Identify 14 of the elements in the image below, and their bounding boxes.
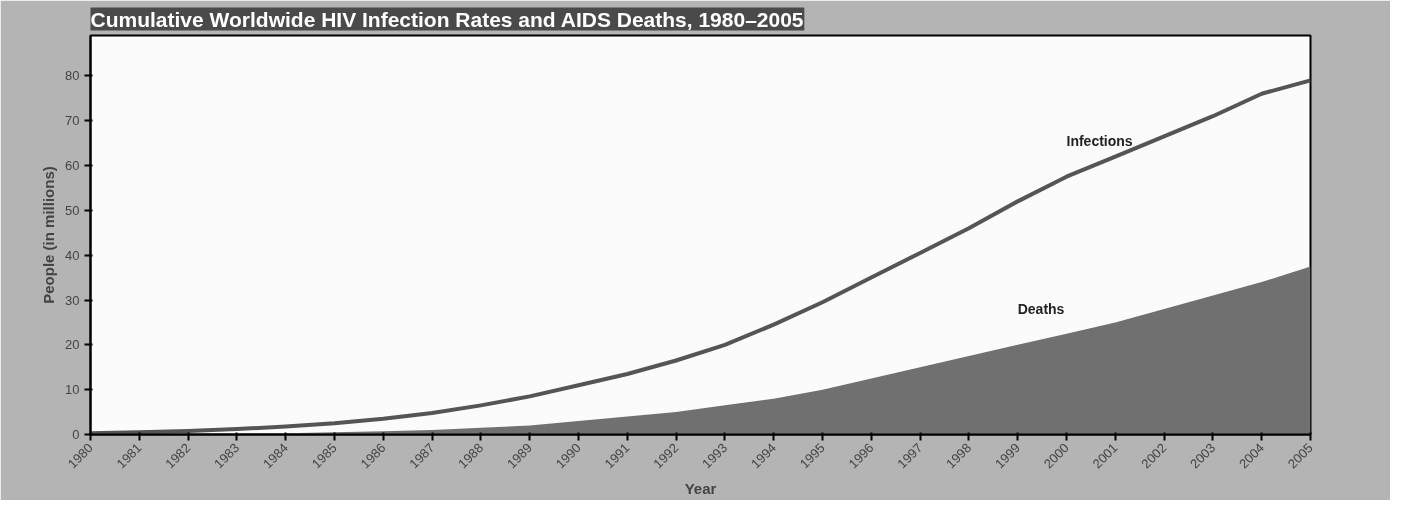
y-tick-label: 0 — [72, 427, 80, 442]
x-axis-title: Year — [684, 480, 717, 498]
series-label: Deaths — [1017, 300, 1065, 317]
y-tick-label: 70 — [65, 113, 80, 129]
y-tick-label: 80 — [65, 68, 80, 84]
y-axis-title: People (in millions) — [40, 166, 58, 304]
y-tick-label: 50 — [65, 202, 80, 218]
y-tick-label: 20 — [65, 337, 80, 353]
series-label: Infections — [1066, 132, 1133, 149]
chart-title: Cumulative Worldwide HIV Infection Rates and AIDS Deaths, 1980–2005 — [90, 7, 804, 31]
y-tick-label: 30 — [65, 292, 80, 308]
y-tick-label: 10 — [65, 382, 80, 398]
y-tick-label: 40 — [65, 247, 80, 263]
y-tick-label: 60 — [65, 158, 80, 174]
